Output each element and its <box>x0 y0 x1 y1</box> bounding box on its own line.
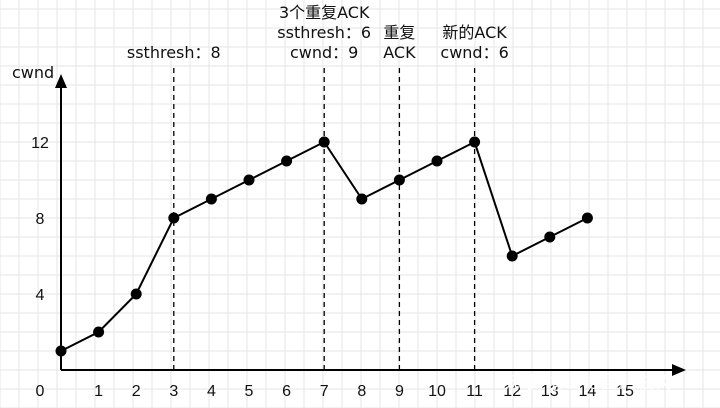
x-tick-2: 2 <box>132 383 141 400</box>
x-tick-0: 0 <box>36 383 45 400</box>
data-point-6 <box>281 155 293 167</box>
x-tick-10: 10 <box>428 383 446 400</box>
data-point-14 <box>581 212 593 224</box>
annotation-11-line-1: 新的ACK <box>442 23 507 42</box>
data-point-4 <box>205 193 217 205</box>
x-tick-13: 13 <box>541 383 559 400</box>
y-axis-arrow <box>55 74 67 88</box>
y-axis-label: cwnd <box>12 63 54 82</box>
data-point-7 <box>318 136 330 148</box>
data-point-12 <box>506 250 518 262</box>
y-tick-4: 4 <box>36 287 45 304</box>
y-tick-8: 8 <box>36 211 45 228</box>
data-point-0 <box>55 345 67 357</box>
data-point-13 <box>544 231 556 243</box>
x-tick-15: 15 <box>616 383 634 400</box>
x-tick-7: 7 <box>320 383 329 400</box>
y-tick-12: 12 <box>31 135 49 152</box>
data-point-2 <box>130 288 142 300</box>
annotation-7-line-2: ssthresh：6 <box>277 23 371 42</box>
x-tick-14: 14 <box>579 383 597 400</box>
x-tick-8: 8 <box>357 383 366 400</box>
x-axis-arrow <box>672 364 686 376</box>
data-point-3 <box>168 212 180 224</box>
data-point-11 <box>469 136 481 148</box>
data-point-1 <box>93 326 105 338</box>
axes: cwnd <box>12 63 686 376</box>
annotation-3-line-1: ssthresh：8 <box>127 43 221 62</box>
x-tick-5: 5 <box>245 383 254 400</box>
series-line <box>60 140 588 352</box>
watermark: 知乎 @雪地里的枯树 <box>505 372 673 393</box>
data-point-5 <box>243 174 255 186</box>
series-cwnd <box>55 136 593 357</box>
x-tick-9: 9 <box>395 383 404 400</box>
annotation-9-line-2: ACK <box>383 43 416 62</box>
annotation-7-line-1: 3个重复ACK <box>279 3 370 22</box>
x-tick-3: 3 <box>169 383 178 400</box>
data-point-9 <box>393 174 405 186</box>
vertical-markers <box>173 68 476 370</box>
annotation-9-line-1: 重复 <box>383 23 415 42</box>
annotation-11-line-2: cwnd：6 <box>440 43 508 62</box>
x-tick-4: 4 <box>207 383 216 400</box>
data-point-10 <box>431 155 443 167</box>
x-tick-6: 6 <box>282 383 291 400</box>
annotation-7-line-3: cwnd：9 <box>290 43 358 62</box>
x-tick-1: 1 <box>94 383 103 400</box>
x-tick-12: 12 <box>503 383 521 400</box>
data-point-8 <box>356 193 368 205</box>
x-tick-11: 11 <box>466 383 483 400</box>
